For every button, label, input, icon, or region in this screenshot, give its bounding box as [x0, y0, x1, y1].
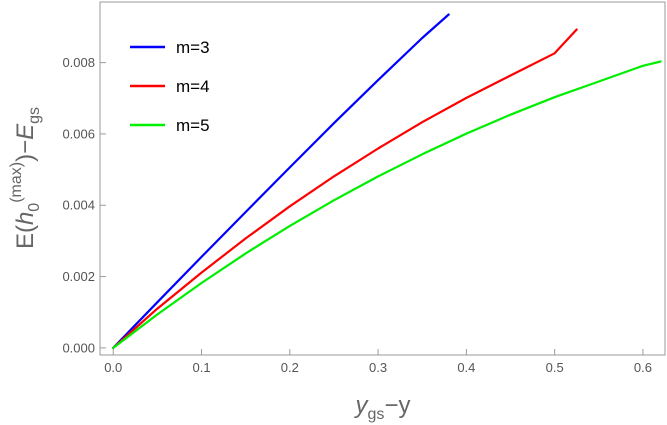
- x-tick-label: 0.6: [634, 360, 652, 375]
- legend: m=3 m=4 m=5: [130, 38, 210, 135]
- y-tick-label: 0.006: [62, 126, 95, 141]
- y-axis-title-sub2: gs: [26, 107, 43, 124]
- x-axis-title-sub: gs: [368, 406, 385, 423]
- legend-label: m=3: [176, 38, 210, 57]
- x-axis-title-var: y: [354, 392, 370, 419]
- x-tick-label: 0.0: [104, 360, 122, 375]
- y-axis-title-sub: 0: [26, 203, 43, 212]
- y-tick-label: 0.008: [62, 55, 95, 70]
- y-axis-ticks: 0.000 0.002 0.004 0.006 0.008: [62, 55, 106, 355]
- y-axis-title-var: h: [12, 212, 39, 225]
- y-tick-label: 0.004: [62, 198, 95, 213]
- legend-label: m=4: [176, 77, 210, 96]
- y-tick-label: 0.002: [62, 269, 95, 284]
- y-axis-title-sup: (max): [8, 162, 25, 203]
- series-lines: [112, 13, 662, 349]
- x-tick-label: 0.1: [192, 360, 210, 375]
- x-tick-label: 0.3: [369, 360, 387, 375]
- x-axis-ticks: 0.0 0.1 0.2 0.3 0.4 0.5 0.6: [104, 349, 652, 375]
- x-tick-label: 0.5: [546, 360, 564, 375]
- series-line-m-3: [112, 13, 450, 349]
- y-axis-title-prefix: E(: [12, 225, 39, 249]
- x-tick-label: 0.4: [457, 360, 475, 375]
- series-line-m-4: [112, 28, 578, 349]
- x-axis-title: ygs−y: [354, 392, 411, 423]
- legend-label: m=5: [176, 116, 210, 135]
- y-axis-title-mid: )−: [12, 140, 39, 162]
- x-axis-title-suffix: −y: [384, 392, 410, 419]
- plot-frame: [99, 1, 666, 356]
- series-line-m-5: [112, 60, 662, 349]
- y-tick-label: 0.000: [62, 340, 95, 355]
- x-tick-label: 0.2: [281, 360, 299, 375]
- y-axis-title: E(h0(max))−Egs: [8, 107, 43, 249]
- y-axis-title-var2: E: [12, 123, 39, 140]
